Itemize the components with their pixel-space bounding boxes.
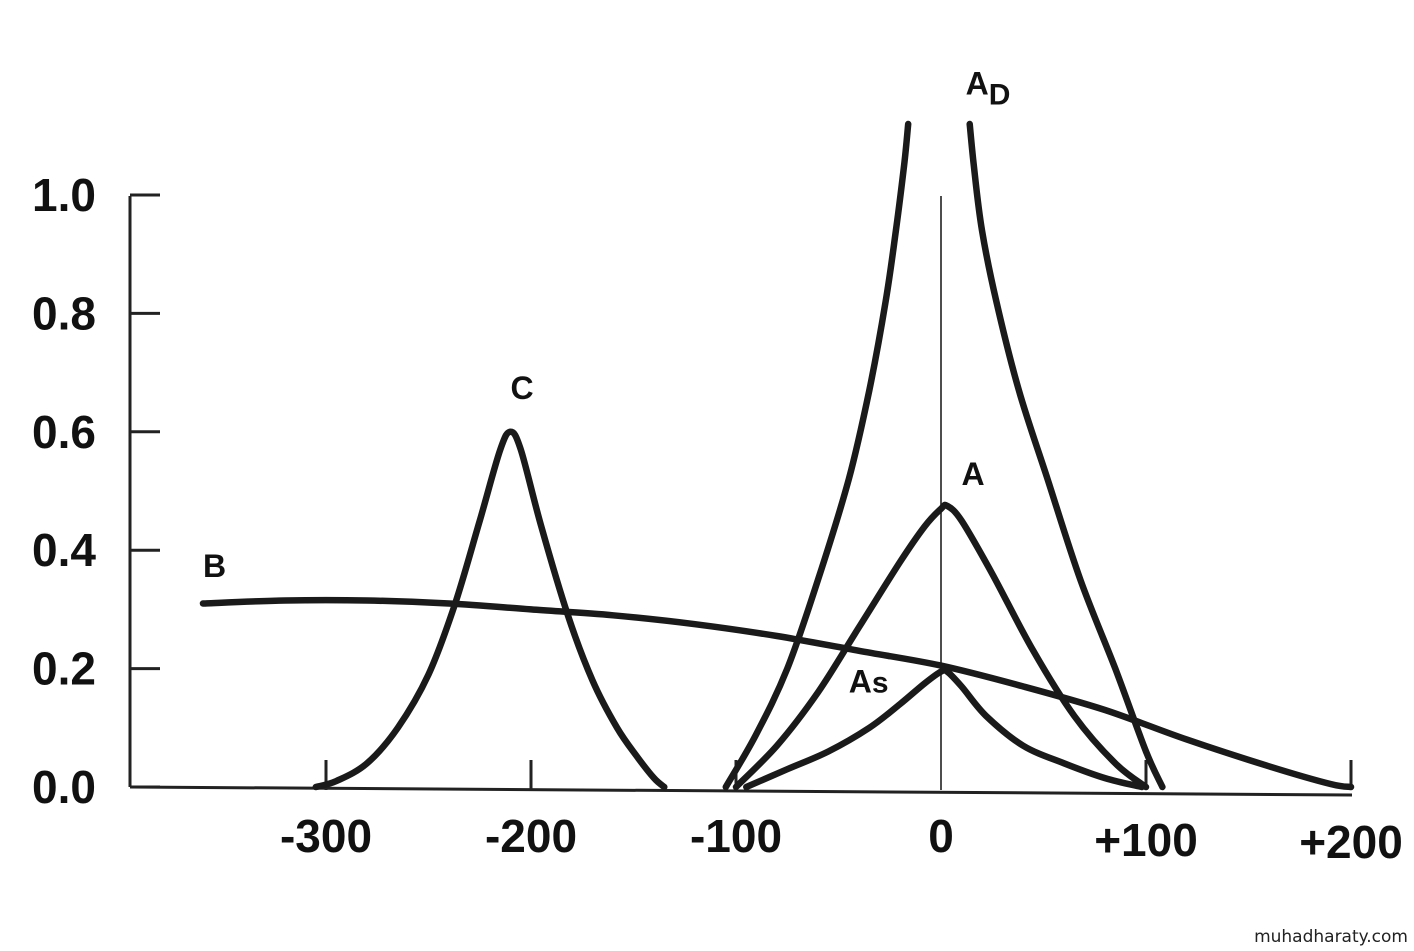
series-line-c — [312, 428, 668, 791]
series-line-ad-right — [966, 120, 1166, 791]
y-tick-label: 0.2 — [32, 643, 96, 695]
y-tick-label: 0.4 — [32, 524, 96, 576]
series-line-as — [743, 666, 1146, 791]
series-line-b — [199, 596, 1355, 791]
x-tick-label: +200 — [1299, 816, 1403, 868]
series-label-a: A — [962, 456, 985, 492]
series-labels: B C AD A As — [203, 65, 1010, 699]
watermark-text: muhadharaty.com — [1254, 927, 1408, 947]
x-tick-label: 0 — [928, 810, 954, 862]
series-label-as: As — [849, 663, 889, 699]
series — [199, 120, 1355, 791]
y-tick-label: 1.0 — [32, 169, 96, 221]
y-tick-label: 0.8 — [32, 287, 96, 339]
x-tick-label: -200 — [485, 810, 577, 862]
x-ticks: -300 -200 -100 0 +100 +200 — [280, 760, 1403, 868]
x-axis — [129, 785, 1353, 797]
y-tick-label: 0.0 — [32, 761, 96, 813]
x-tick-label: +100 — [1094, 814, 1198, 866]
x-tick-label: -300 — [280, 810, 372, 862]
series-label-c: C — [511, 370, 534, 406]
y-ticks: 0.0 0.2 0.4 0.6 0.8 1.0 — [32, 169, 160, 813]
x-tick-label: -100 — [690, 810, 782, 862]
series-label-b: B — [203, 548, 226, 584]
series-line-a — [732, 501, 1150, 791]
series-label-ad-left: AD — [966, 65, 1011, 111]
y-tick-label: 0.6 — [32, 406, 96, 458]
series-line-ad-left — [722, 120, 912, 791]
